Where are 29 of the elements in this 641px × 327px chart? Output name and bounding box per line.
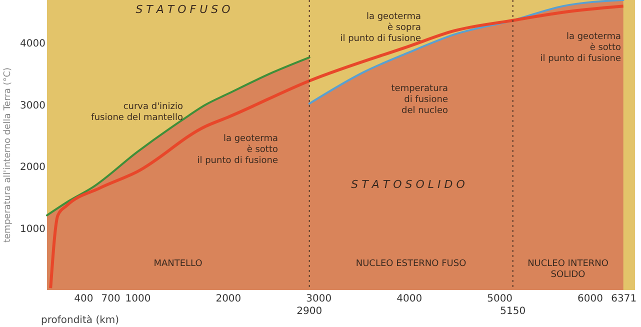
annotation: S T A T O F U S O <box>136 3 231 16</box>
annotation: la geoterma è sotto il punto di fusione <box>540 32 622 64</box>
x-tick-label: 6000 <box>578 294 603 304</box>
annotation: NUCLEO ESTERNO FUSO <box>356 259 466 269</box>
x-tick-label: 700 <box>101 294 120 304</box>
y-tick-label: 3000 <box>20 100 46 112</box>
ref-line-label: 2900 <box>296 306 322 317</box>
y-tick-label: 1000 <box>20 224 46 235</box>
line-series <box>308 0 624 105</box>
annotation: curva d'inizio fusione del mantello <box>91 102 184 123</box>
annotation: MANTELLO <box>154 259 202 269</box>
annotation: la geoterma è sopra il punto di fusione <box>340 12 422 44</box>
ref-line-label: 5150 <box>500 306 526 317</box>
x-tick-label: 4000 <box>396 294 422 304</box>
annotation: temperatura di fusione del nucleo <box>391 84 448 116</box>
annotation: la geoterma è sotto il punto di fusione <box>197 134 278 166</box>
x-tick-label: 6371 <box>611 294 637 304</box>
y-axis-title: temperatura all'interno della Terra (°C) <box>3 67 13 243</box>
line-series <box>46 56 310 216</box>
x-tick-label: 400 <box>74 294 94 304</box>
x-axis-title: profondità (km) <box>41 315 120 326</box>
x-tick-label: 2000 <box>216 294 242 304</box>
x-tick-label: 1000 <box>125 294 151 304</box>
x-tick-label: 5000 <box>487 294 513 304</box>
annotation: NUCLEO INTERNO SOLIDO <box>528 259 608 280</box>
y-tick-label: 2000 <box>20 162 46 174</box>
annotation: S T A T O S O L I D O <box>351 178 466 191</box>
x-tick-label: 3000 <box>306 294 332 304</box>
y-tick-label: 4000 <box>20 38 46 50</box>
